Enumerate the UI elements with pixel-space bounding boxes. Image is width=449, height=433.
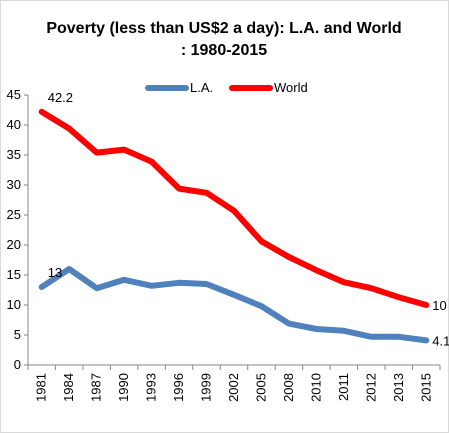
- chart-title-line2: : 1980-2015: [181, 42, 267, 59]
- x-tick-label: 2008: [281, 373, 296, 402]
- x-tick-label: 1981: [34, 373, 49, 402]
- series-line-la: [38, 266, 430, 344]
- y-tick-label: 30: [7, 177, 21, 192]
- y-tick-label: 15: [7, 267, 21, 282]
- x-tick-label: 2010: [308, 373, 323, 402]
- x-tick-label: 1984: [61, 373, 76, 402]
- y-tick-label: 0: [14, 357, 21, 372]
- x-tick-label: 1987: [89, 373, 104, 402]
- data-label: 10: [432, 298, 446, 313]
- data-label: 13: [48, 265, 62, 280]
- y-axis-ticks: 0 5 10 15 20 25 30 35 40 45: [7, 87, 28, 372]
- chart-title-line1: Poverty (less than US$2 a day): L.A. and…: [46, 20, 401, 37]
- x-tick-label: 1996: [171, 373, 186, 402]
- legend: L.A. World: [145, 80, 308, 95]
- data-label: 4.1: [432, 333, 449, 348]
- x-tick-label: 1993: [144, 373, 159, 402]
- x-tick-label: 1999: [199, 373, 214, 402]
- x-tick-label: 2015: [418, 373, 433, 402]
- data-label: 42.2: [48, 90, 73, 105]
- y-tick-label: 10: [7, 297, 21, 312]
- legend-label-la: L.A.: [190, 80, 213, 95]
- x-axis-ticks: 1981 1984 1987 1990 1993 1996 1999 2002 2005 2008…: [27, 365, 441, 402]
- axes: [27, 95, 440, 366]
- data-labels: 42.2 13 10 4.1: [48, 90, 449, 349]
- x-tick-label: 1990: [116, 373, 131, 402]
- y-tick-label: 35: [7, 147, 21, 162]
- y-tick-label: 25: [7, 207, 21, 222]
- y-tick-label: 5: [14, 327, 21, 342]
- y-tick-label: 20: [7, 237, 21, 252]
- y-tick-label: 40: [7, 117, 21, 132]
- y-tick-label: 45: [7, 87, 21, 102]
- x-tick-label: 2005: [253, 373, 268, 402]
- x-tick-label: 2011: [336, 373, 351, 401]
- x-tick-label: 2013: [391, 373, 406, 402]
- x-tick-label: 2002: [226, 373, 241, 402]
- x-tick-label: 2012: [363, 373, 378, 402]
- legend-label-world: World: [274, 80, 308, 95]
- series-line-world: [38, 108, 430, 308]
- series-lines: [38, 108, 430, 344]
